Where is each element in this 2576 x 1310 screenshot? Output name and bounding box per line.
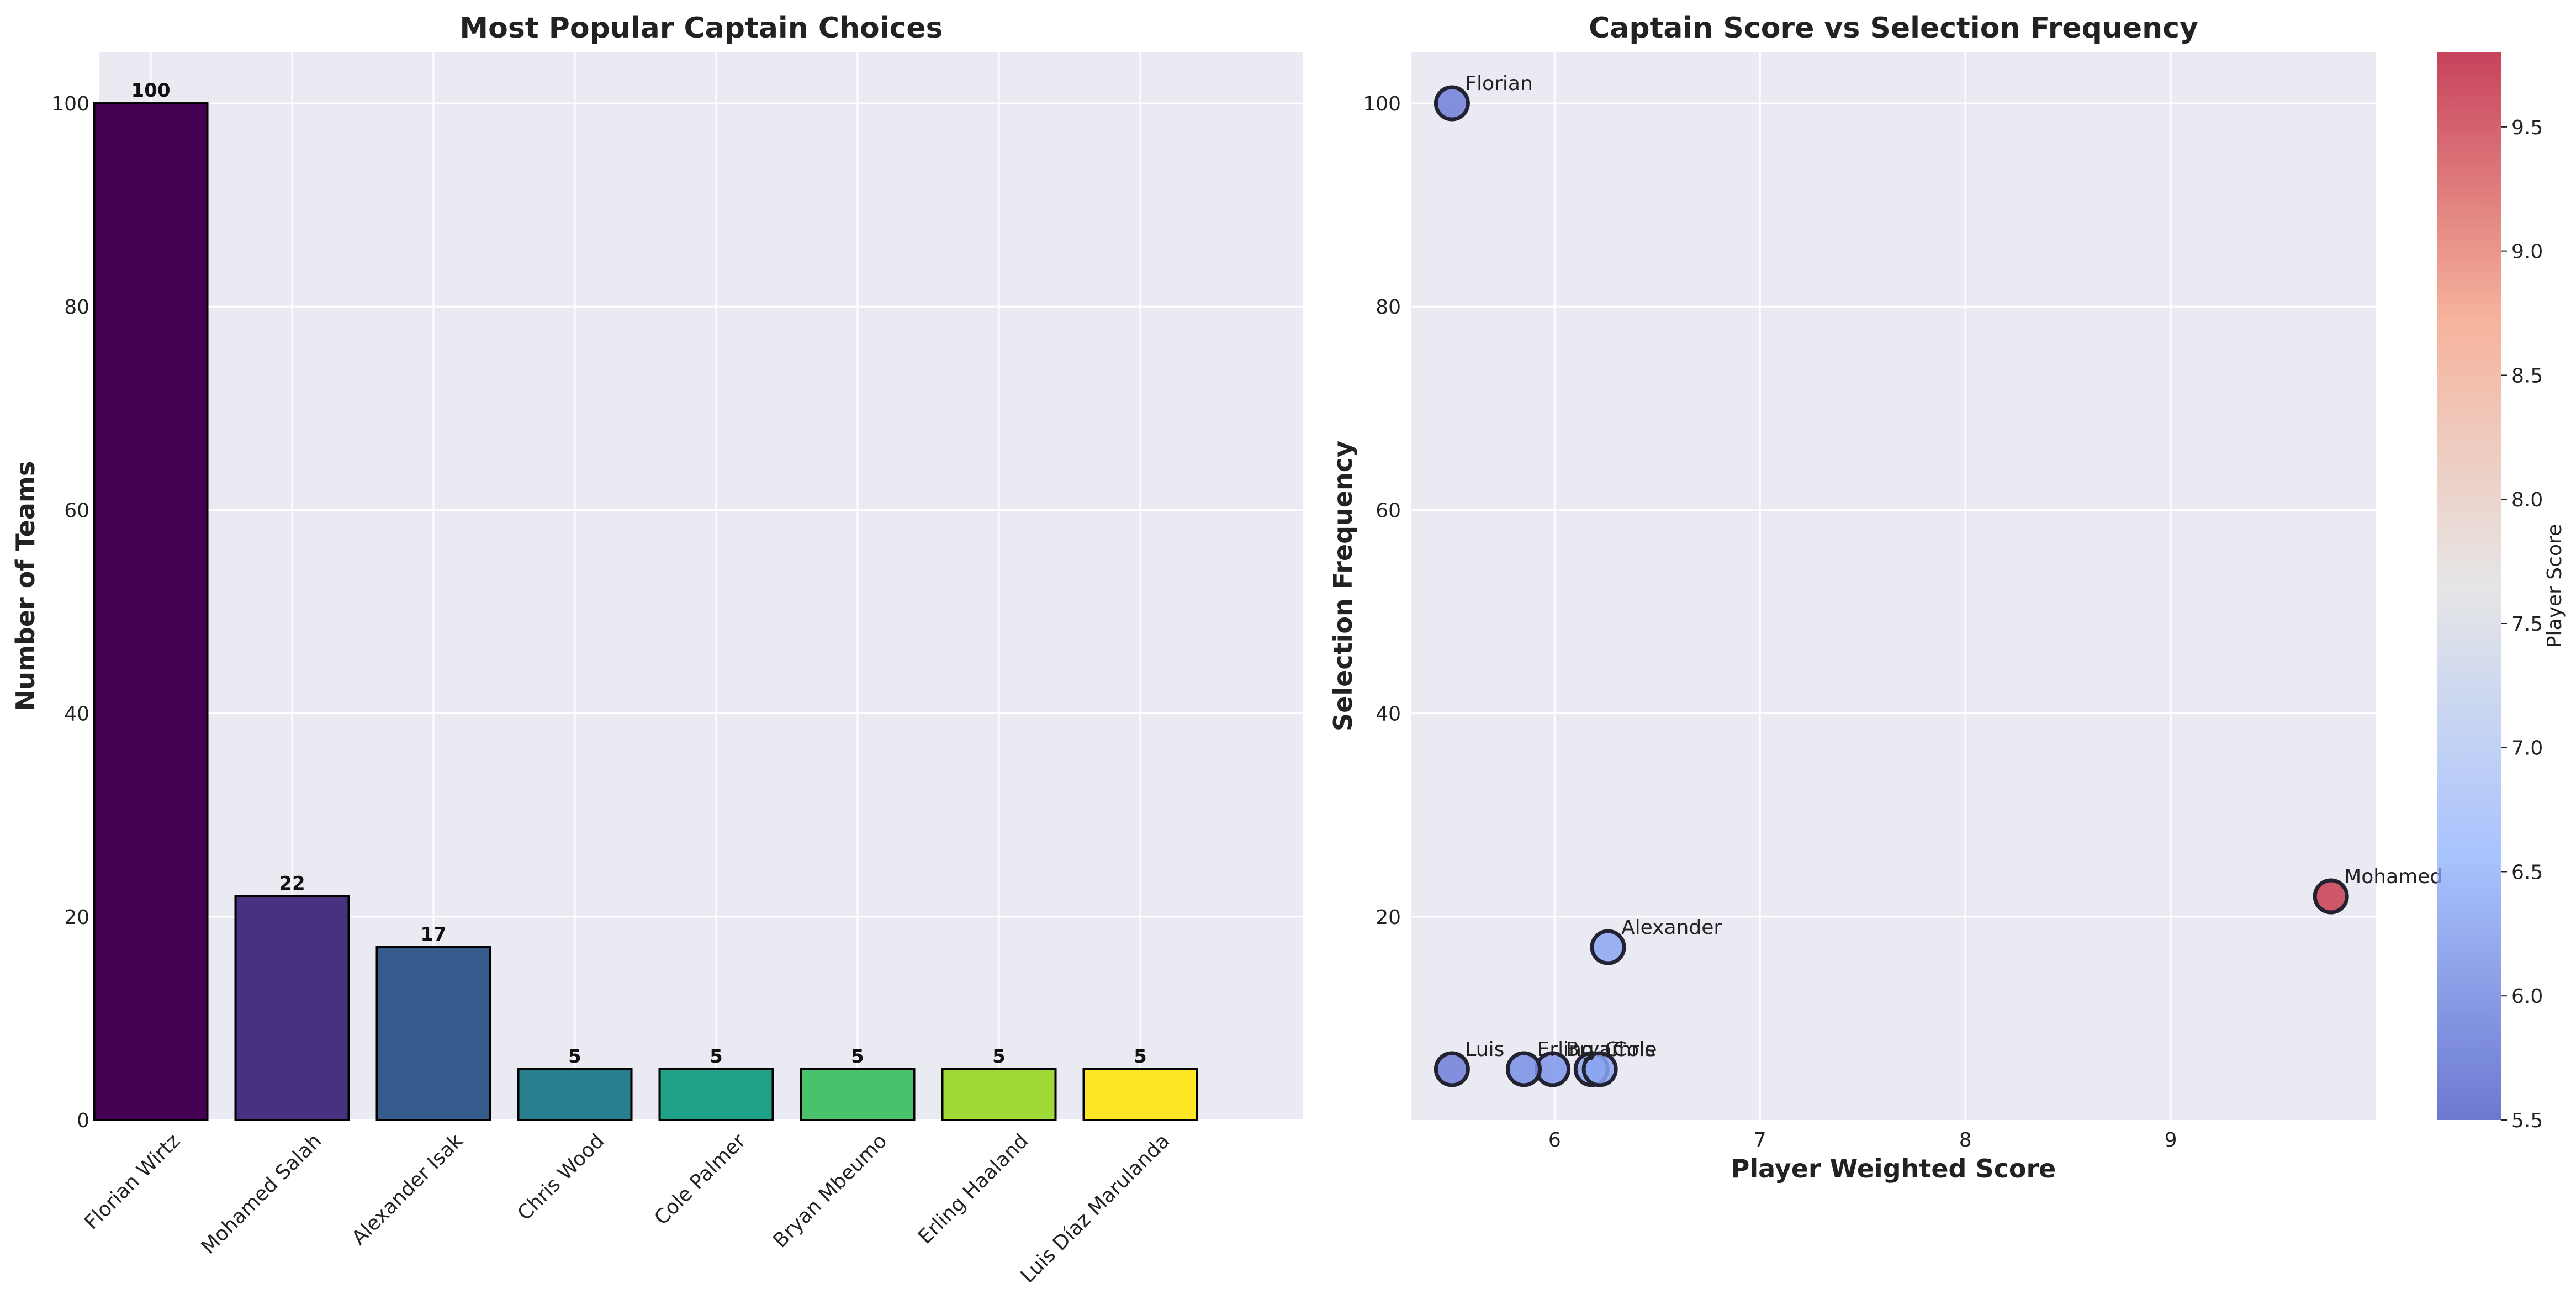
scatter-y-tick-label: 80	[1376, 296, 1401, 319]
bar	[800, 1068, 916, 1122]
bar-value-label: 5	[710, 1045, 723, 1068]
bar	[375, 946, 491, 1121]
colorbar-gradient	[2437, 52, 2501, 1120]
scatter-y-tick-label: 60	[1376, 499, 1401, 522]
scatter-point	[1581, 1051, 1618, 1087]
scatter-plot-area	[1411, 52, 2376, 1120]
bar-y-tick-label: 100	[51, 93, 89, 115]
bar-value-label: 5	[851, 1045, 864, 1068]
bar-value-label: 5	[1134, 1045, 1147, 1068]
colorbar-label: Player Score	[2543, 524, 2566, 648]
scatter-x-axis-label: Player Weighted Score	[1731, 1154, 2056, 1184]
scatter-point-label: Mohamed	[2344, 865, 2442, 888]
bar-y-axis-label: Number of Teams	[10, 461, 40, 711]
colorbar-tick-label: 9.0	[2511, 241, 2543, 263]
scatter-x-tick-label: 7	[1754, 1129, 1766, 1151]
bar-y-tick-label: 0	[77, 1110, 89, 1132]
bar	[517, 1068, 633, 1122]
colorbar-tick-label: 5.5	[2511, 1110, 2543, 1132]
bar-y-tick-label: 60	[64, 499, 89, 522]
colorbar-tick-label: 8.5	[2511, 365, 2543, 387]
scatter-y-tick-label: 20	[1376, 906, 1401, 929]
scatter-point	[2313, 878, 2349, 915]
bar-y-ticks: 0 20 40 60 80 100	[51, 93, 89, 1132]
scatter-y-axis-label: Selection Frequency	[1328, 441, 1358, 731]
scatter-point-label: Florian	[1465, 72, 1532, 95]
bar-y-tick-label: 40	[64, 703, 89, 726]
bar-chart-title: Most Popular Captain Choices	[459, 12, 943, 45]
scatter-y-tick-label: 40	[1376, 703, 1401, 726]
bar-value-label: 5	[568, 1045, 581, 1068]
bar-y-tick-label: 80	[64, 296, 89, 319]
colorbar-tick-label: 6.5	[2511, 861, 2543, 884]
scatter-x-tick-label: 8	[1959, 1129, 1972, 1151]
scatter-point-label: Luis	[1465, 1038, 1504, 1061]
colorbar-tick-label: 7.0	[2511, 737, 2543, 760]
scatter-x-tick-label: 6	[1548, 1129, 1561, 1151]
colorbar: 5.5 6.0 6.5 7.0 7.5 8.0 8.5 9.0 9.5 Player Score	[2437, 52, 2566, 1132]
scatter-point	[1434, 1051, 1470, 1087]
bar-value-label: 5	[992, 1045, 1006, 1068]
bar-value-label: 100	[131, 80, 171, 102]
scatter-point	[1434, 85, 1470, 122]
scatter-chart-title: Captain Score vs Selection Frequency	[1589, 12, 2198, 45]
bar	[1082, 1068, 1198, 1122]
scatter-gridlines	[1411, 52, 2376, 1120]
scatter-point	[1590, 929, 1626, 965]
scatter-y-ticks: 20 40 60 80 100	[1363, 93, 1401, 929]
scatter-x-ticks: 6 7 8 9	[1548, 1129, 2177, 1151]
bar-marks: 100 22 17 5 5 5 5 5	[93, 80, 1198, 1122]
bar	[93, 102, 209, 1122]
bar	[234, 895, 350, 1121]
scatter-chart: Florian Mohamed Alexander ChrisColeBryanErl…	[1328, 12, 2442, 1184]
bar	[658, 1068, 774, 1122]
colorbar-tick-label: 6.0	[2511, 985, 2543, 1008]
bar-value-label: 17	[420, 923, 446, 945]
colorbar-ticks: 5.5 6.0 6.5 7.0 7.5 8.0 8.5 9.0 9.5	[2501, 117, 2543, 1132]
scatter-point	[1506, 1051, 1542, 1087]
colorbar-tick-label: 7.5	[2511, 613, 2543, 636]
scatter-point-label: Chris	[1605, 1038, 1655, 1061]
bar-value-label: 22	[279, 873, 305, 895]
scatter-point-label: Bryan	[1566, 1038, 1625, 1061]
colorbar-tick-label: 8.0	[2511, 489, 2543, 511]
bar	[941, 1068, 1057, 1122]
scatter-point-label: Alexander	[1621, 916, 1722, 939]
colorbar-tick-label: 9.5	[2511, 117, 2543, 139]
bar-y-tick-label: 20	[64, 906, 89, 929]
scatter-point-label: Erling	[1537, 1038, 1594, 1061]
scatter-x-tick-label: 9	[2165, 1129, 2177, 1151]
scatter-y-tick-label: 100	[1363, 93, 1401, 115]
scatter-point-label: Cole	[1613, 1038, 1657, 1061]
scatter-marks: Florian Mohamed Alexander ChrisColeBryanErl…	[1434, 72, 2442, 1087]
